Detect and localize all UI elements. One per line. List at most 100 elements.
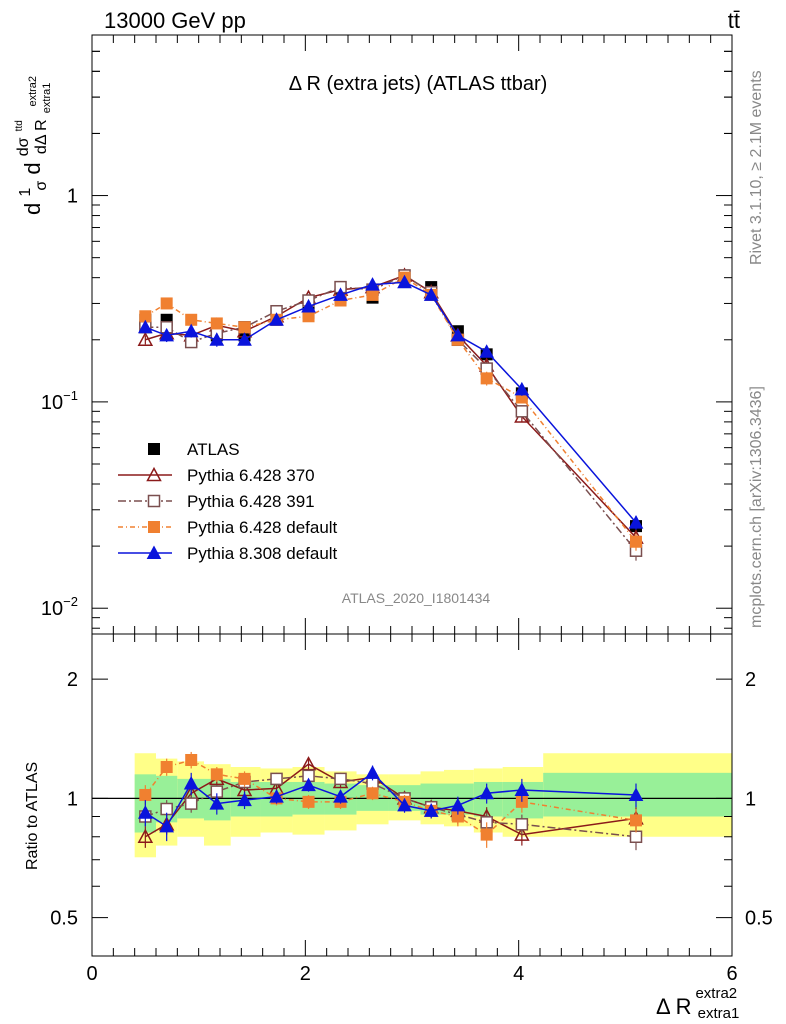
ylabel-sub: extra1 [41, 83, 53, 114]
data-point [397, 274, 412, 289]
ratio-y-tick-label-right: 2 [745, 669, 756, 691]
legend-label: Pythia 6.428 default [187, 518, 338, 537]
ylabel-one: 1 [17, 188, 34, 197]
ylabel-dsigma: dσ [15, 137, 32, 156]
y-tick-label-exp: −2 [63, 594, 78, 609]
data-point [238, 321, 251, 334]
data-point [209, 332, 225, 346]
ratio-point [628, 787, 644, 801]
ratio-point [365, 765, 380, 779]
x-tick-label: 0 [86, 963, 97, 985]
data-point [183, 323, 199, 338]
legend-marker [146, 466, 162, 482]
data-point [210, 317, 223, 330]
ratio-point [159, 818, 175, 833]
legend-marker [148, 443, 160, 455]
ratio-point [302, 795, 315, 808]
ratio-point [301, 777, 316, 792]
main-series-layer [137, 267, 644, 561]
legend-label: Pythia 8.308 default [187, 544, 338, 563]
main-ylabel: d 1 σ d dσ ttd dΔ R extra1 extra2 [2, 76, 55, 215]
data-point [450, 327, 466, 342]
ylabel-d2: d [20, 162, 45, 174]
y-tick-label: 1 [67, 186, 78, 208]
ratio-point [184, 797, 198, 810]
data-point [237, 332, 252, 346]
ratio-point [139, 788, 152, 801]
data-point [628, 515, 644, 529]
ratio-point [269, 789, 284, 803]
ylabel-sigma: σ [33, 181, 50, 191]
series-4 [137, 274, 644, 530]
svg-text:d 1 σ d: d 1 σ d dσ ttd dΔ R extra1 extra2 [2, 76, 55, 215]
rivet-label: Rivet 3.1.10, ≥ 2.1M events [748, 70, 765, 265]
data-point [630, 535, 642, 548]
ratio-point [270, 772, 283, 786]
ratio-axis-ticks: 0.5 0.5 1 1 2 2 0 2 4 6 [50, 634, 773, 985]
data-point [137, 331, 154, 347]
ratio-series-layer [137, 751, 644, 851]
legend-label: ATLAS [187, 440, 240, 459]
ratio-y-tick-label-right: 1 [745, 788, 756, 810]
ratio-point [137, 828, 154, 844]
ratio-series-3 [137, 765, 644, 842]
ratio-point [514, 826, 530, 841]
ratio-point [630, 814, 642, 827]
analysis-label: ATLAS_2020_I1801434 [342, 590, 491, 606]
ratio-y-tick-label-right: 0.5 [745, 908, 773, 930]
data-point [333, 287, 348, 301]
data-point [514, 381, 530, 396]
x-tick-label: 6 [726, 963, 737, 985]
ratio-point [238, 772, 251, 785]
ratio-point [333, 789, 348, 803]
ratio-point [450, 797, 466, 812]
mcplots-label: mcplots.cern.ch [arXiv:1306.3436] [748, 386, 765, 628]
x-tick-label: 2 [300, 963, 311, 985]
data-point [184, 335, 198, 349]
main-axis-ticks: 110−110−2 [41, 34, 733, 634]
legend: ATLAS Pythia 6.428 370 Pythia 6.428 391 Pyt… [118, 440, 338, 563]
header-right: tt̄ [728, 8, 740, 33]
ratio-point [366, 787, 379, 800]
x-axis-label-main: Δ R [656, 994, 691, 1019]
main-title: Δ R (extra jets) (ATLAS ttbar) [289, 73, 548, 95]
ratio-point [209, 796, 225, 810]
ratio-point [160, 761, 173, 774]
data-point [137, 319, 153, 334]
data-point [160, 297, 173, 310]
ratio-point [423, 803, 439, 817]
data-point [480, 372, 493, 385]
y-tick-label-base: 10 [41, 598, 63, 620]
ratio-ylabel: Ratio to ATLAS [24, 762, 41, 870]
header-left: 13000 GeV pp [104, 8, 246, 33]
ratio-point [514, 782, 530, 796]
ratio-y-tick-label: 0.5 [50, 908, 78, 930]
ratio-point [237, 792, 252, 807]
data-point [301, 298, 316, 313]
ratio-point [185, 753, 198, 766]
x-axis-label-sub: extra1 [698, 1005, 740, 1022]
y-tick-label-exp: −1 [63, 388, 78, 403]
y-tick-label-base: 10 [41, 392, 63, 414]
legend-marker [148, 521, 160, 533]
x-axis-label: Δ R extra1 extra2 [656, 985, 745, 1023]
ylabel-ttd: ttd [14, 120, 25, 131]
ylabel-sup: extra2 [27, 76, 39, 107]
ratio-point [334, 772, 347, 786]
ratio-point [479, 785, 495, 800]
legend-marker [147, 494, 161, 508]
data-point [159, 327, 175, 342]
main-title-text: Δ R (extra jets) (ATLAS ttbar) [289, 73, 548, 95]
data-point [365, 277, 380, 291]
ylabel-d1: d [20, 203, 45, 215]
data-point [269, 312, 284, 326]
ratio-y-tick-label: 2 [67, 669, 78, 691]
data-point [423, 287, 439, 301]
ratio-point [515, 818, 529, 831]
ratio-point [183, 775, 199, 790]
ratio-point [137, 805, 153, 819]
ratio-point [629, 830, 643, 844]
data-point [185, 313, 198, 326]
y-tick-label: 10−2 [41, 594, 78, 620]
